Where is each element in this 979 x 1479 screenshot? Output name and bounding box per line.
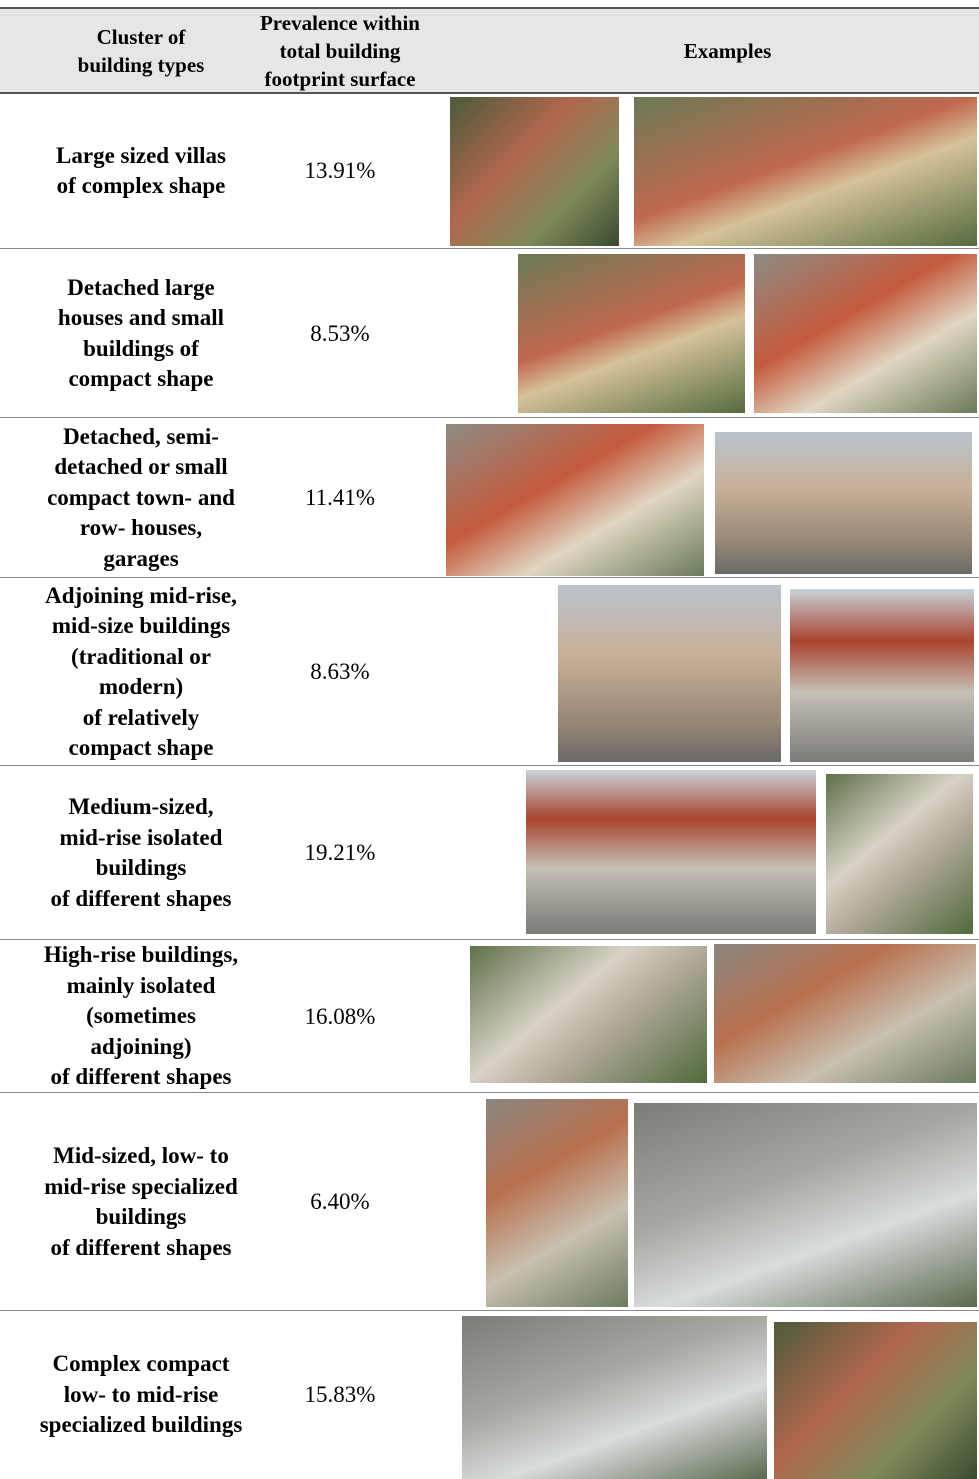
row-rule [0,417,979,418]
row-rule [0,765,979,766]
prevalence: 8.53% [310,320,370,346]
row-rule [0,939,979,940]
cluster-name: Detached, semi- detached or small compac… [47,423,235,571]
cluster-name: Detached large houses and small building… [57,274,225,392]
row-rule [0,248,979,249]
top-rule [0,7,979,9]
row-rule [0,577,979,578]
cluster-name: Complex compact low- to mid-rise special… [39,1351,243,1438]
cluster-name: High-rise buildings, mainly isolated (so… [43,942,239,1090]
example-photo [754,254,977,413]
header-background [0,8,979,93]
example-photo [826,774,973,934]
example-photo [462,1316,767,1479]
example-photo [774,1322,977,1479]
header-cell: Prevalence within total building footpri… [259,10,420,91]
header-cell: Cluster of building types [77,24,205,77]
prevalence: 13.91% [304,158,376,183]
prevalence: 19.21% [304,840,376,865]
example-photo [518,254,745,413]
row-rule [0,1092,979,1093]
header-cell: Examples [683,38,772,63]
prevalence: 8.63% [310,659,370,684]
prevalence: 15.83% [304,1382,376,1407]
prevalence: 6.40% [310,1189,370,1214]
example-photo [486,1099,628,1307]
example-photo [470,946,707,1083]
prevalence: 11.41% [304,485,376,510]
cluster-name: Large sized villas of complex shape [56,142,226,199]
example-photo [715,432,972,574]
row-rule [0,1310,979,1311]
example-photo [558,585,781,762]
cluster-name: Adjoining mid-rise, mid-size buildings (… [45,582,237,761]
example-photo [714,944,976,1083]
cluster-name: Medium-sized, mid-rise isolated building… [50,794,232,911]
example-photo [634,97,977,246]
cluster-name: Mid-sized, low- to mid-rise specialized … [44,1143,238,1260]
example-photo [634,1103,977,1307]
example-photo [446,424,704,576]
header-rule [0,92,979,94]
example-photo [526,770,816,934]
example-photo [790,589,974,762]
example-photo [450,97,619,246]
prevalence: 16.08% [304,1003,376,1029]
